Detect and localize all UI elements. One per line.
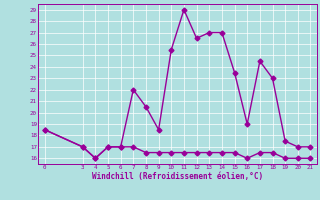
X-axis label: Windchill (Refroidissement éolien,°C): Windchill (Refroidissement éolien,°C) [92,172,263,181]
